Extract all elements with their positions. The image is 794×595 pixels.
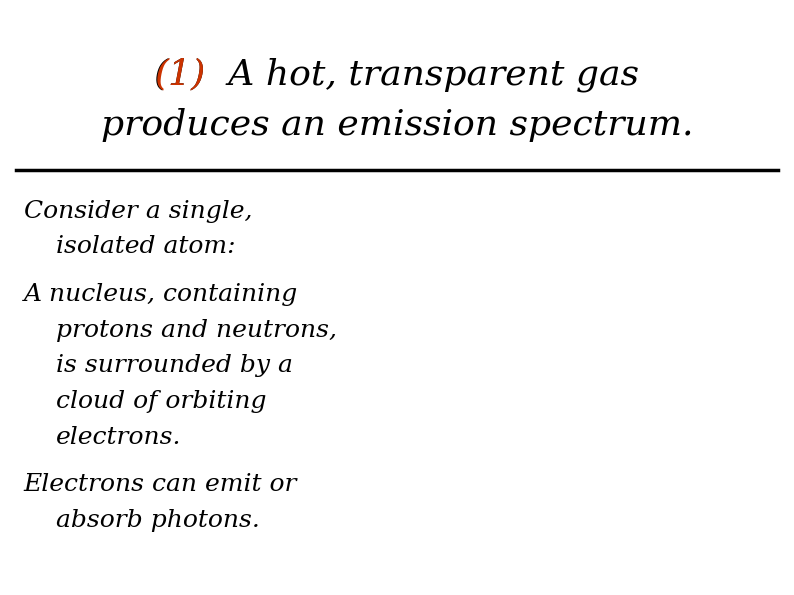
Text: cloud of orbiting: cloud of orbiting — [56, 390, 266, 413]
Text: Consider a single,: Consider a single, — [24, 200, 252, 223]
Text: electrons.: electrons. — [56, 426, 181, 449]
Text: A nucleus, containing: A nucleus, containing — [24, 283, 298, 306]
Text: (1): (1) — [155, 57, 206, 92]
Text: (1)  A hot, transparent gas: (1) A hot, transparent gas — [155, 57, 639, 92]
Text: (1)  A hot, transparent gas: (1) A hot, transparent gas — [155, 57, 639, 92]
Text: protons and neutrons,: protons and neutrons, — [56, 319, 337, 342]
Text: isolated atom:: isolated atom: — [56, 236, 235, 258]
Text: produces an emission spectrum.: produces an emission spectrum. — [101, 108, 693, 142]
Text: is surrounded by a: is surrounded by a — [56, 355, 292, 377]
Text: absorb photons.: absorb photons. — [56, 509, 260, 532]
Text: (1): (1) — [0, 578, 52, 595]
Text: Electrons can emit or: Electrons can emit or — [24, 474, 297, 496]
